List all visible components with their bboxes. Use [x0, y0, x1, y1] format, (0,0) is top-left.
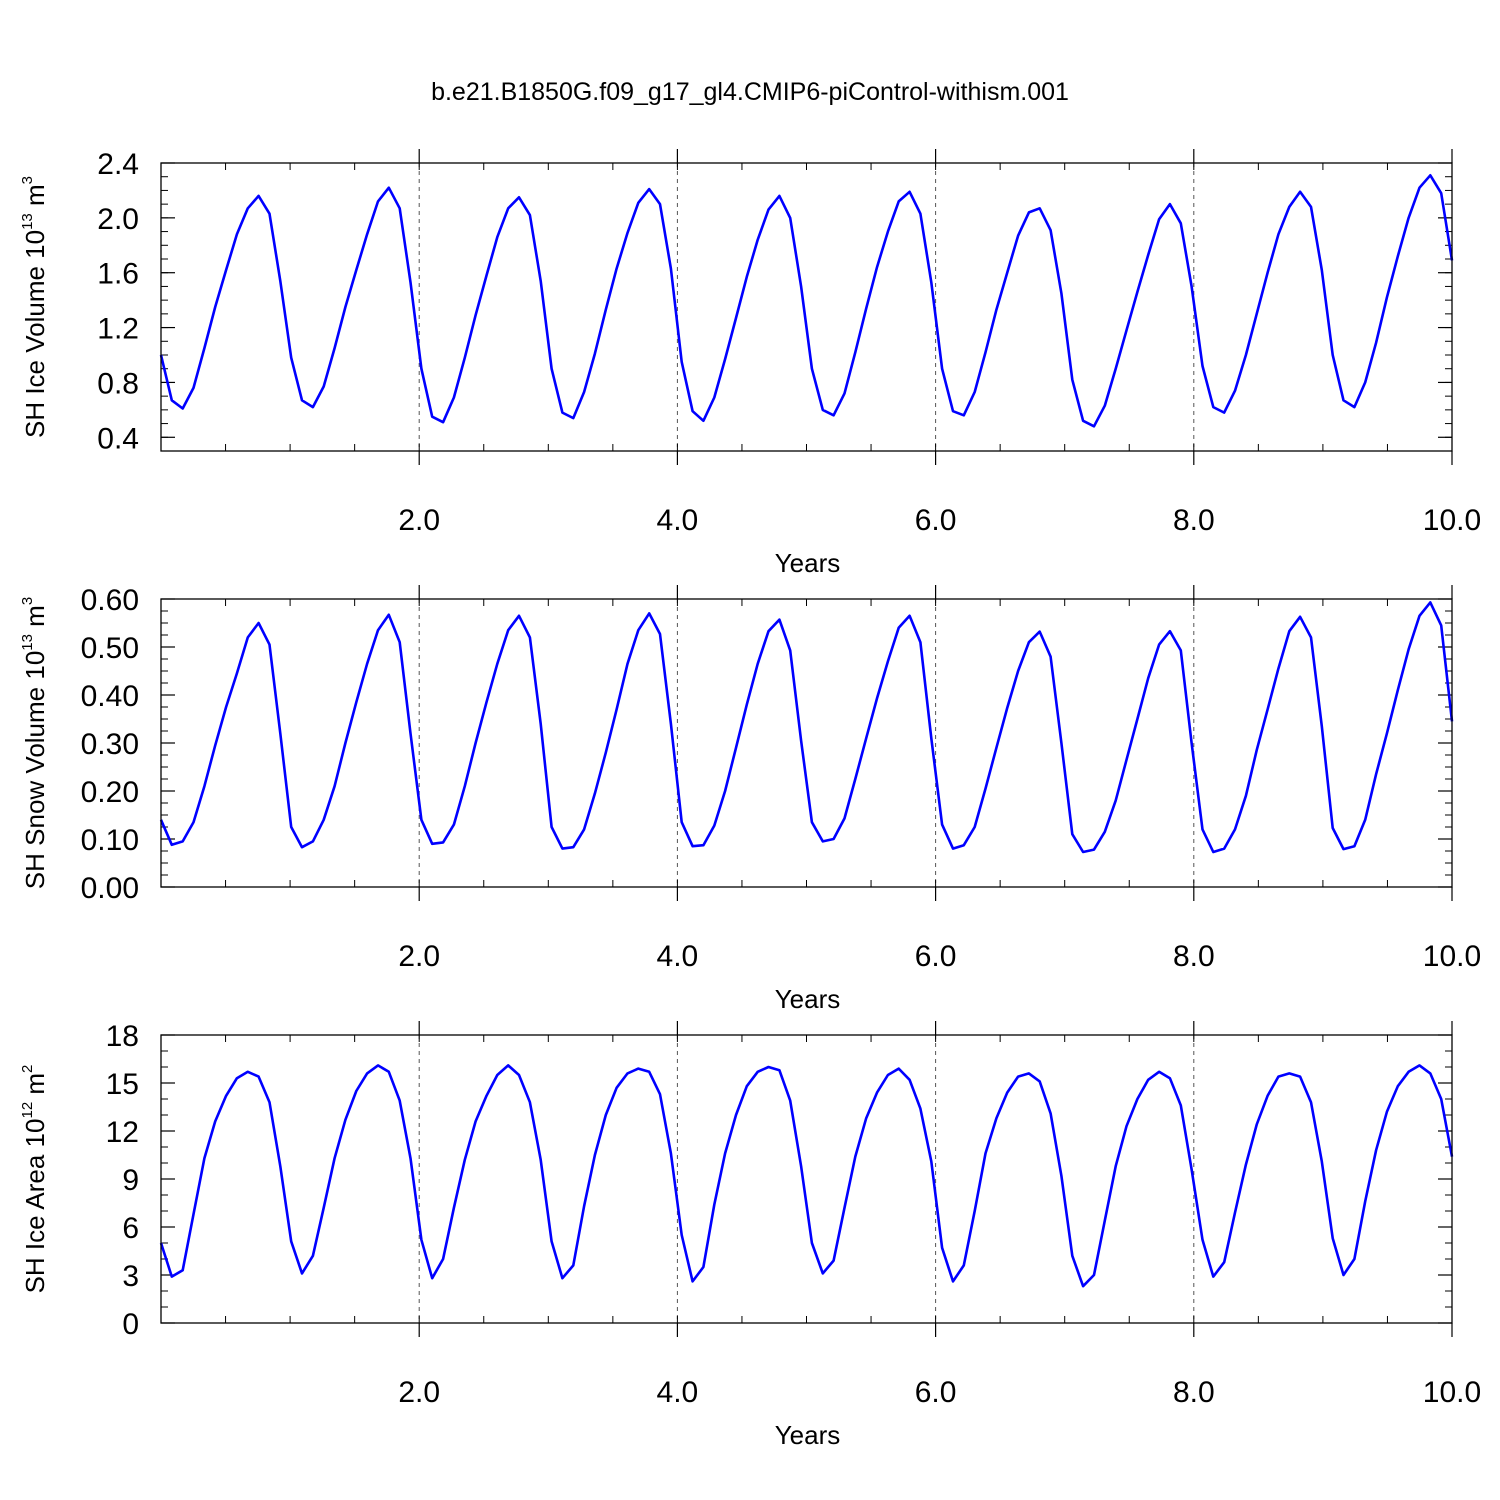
y-tick-label: 0.4 — [97, 422, 139, 455]
panel-3: 0 3 6 9 12 15 18 2.0 4.0 6.0 8.0 10.0 Years SH Ice Ar… — [19, 1020, 1481, 1450]
plot-frame — [160, 598, 1453, 888]
x-axis-label: Years — [775, 984, 841, 1014]
y-axis-label-unit: m — [20, 1073, 50, 1102]
y-tick-label: 1.6 — [97, 258, 139, 291]
x-tick-label: 8.0 — [1173, 940, 1215, 973]
series-line-1 — [159, 1064, 1454, 1288]
y-axis-label-unit-exponent: 3 — [19, 597, 36, 605]
x-tick-label: 2.0 — [398, 1376, 440, 1409]
y-tick-label: 18 — [106, 1020, 139, 1053]
x-axis-label: Years — [775, 1420, 841, 1450]
y-axis-label: SH Ice Area 1012 m2 — [19, 1065, 50, 1294]
y-tick-label: 0.60 — [81, 584, 139, 617]
series-line-1 — [159, 601, 1454, 854]
y-axis-label-unit-exponent: 2 — [19, 1065, 36, 1073]
x-tick-label: 8.0 — [1173, 504, 1215, 537]
x-tick-label: 4.0 — [657, 1376, 699, 1409]
x-tick-label: 8.0 — [1173, 1376, 1215, 1409]
y-tick-label: 0.20 — [81, 776, 139, 809]
y-axis-label-unit: m — [20, 605, 50, 634]
series-line-1 — [159, 174, 1454, 428]
y-axis-label-main: SH Ice Volume 10 — [20, 230, 50, 438]
panel-2: 0.00 0.10 0.20 0.30 0.40 0.50 0.60 2.0 4.0 6.0 8.0… — [19, 584, 1481, 1014]
y-tick-label: 0.30 — [81, 728, 139, 761]
x-tick-label: 2.0 — [398, 940, 440, 973]
y-axis-label-unit: m — [20, 184, 50, 213]
y-axis-label-unit-exponent: 3 — [19, 176, 36, 184]
y-tick-label: 15 — [106, 1068, 139, 1101]
x-tick-label: 10.0 — [1423, 504, 1481, 537]
x-tick-label: 6.0 — [915, 1376, 957, 1409]
y-tick-label: 2.0 — [97, 203, 139, 236]
y-axis-label: SH Snow Volume 1013 m3 — [19, 597, 50, 889]
plot-frame — [160, 162, 1453, 452]
plot-frame — [160, 1034, 1453, 1324]
y-axis-label-main: SH Ice Area 10 — [20, 1119, 50, 1294]
y-axis-label-main: SH Snow Volume 10 — [20, 651, 50, 889]
x-tick-label: 2.0 — [398, 504, 440, 537]
y-tick-label: 0.50 — [81, 632, 139, 665]
y-tick-label: 2.4 — [97, 148, 139, 181]
y-axis-label-exponent: 12 — [19, 1102, 36, 1119]
x-axis-label: Years — [775, 548, 841, 578]
panel-1: 0.4 0.8 1.2 1.6 2.0 2.4 2.0 4.0 6.0 8.0 10.0 Years S… — [19, 148, 1481, 578]
y-tick-label: 6 — [122, 1212, 139, 1245]
figure-title: b.e21.B1850G.f09_g17_gl4.CMIP6-piControl… — [431, 78, 1069, 106]
y-tick-label: 3 — [122, 1260, 139, 1293]
x-tick-label: 6.0 — [915, 940, 957, 973]
x-tick-label: 6.0 — [915, 504, 957, 537]
x-tick-label: 10.0 — [1423, 1376, 1481, 1409]
y-axis-label-exponent: 13 — [19, 634, 36, 651]
y-tick-label: 0.10 — [81, 824, 139, 857]
y-axis-label: SH Ice Volume 1013 m3 — [19, 176, 50, 438]
y-tick-label: 12 — [106, 1116, 139, 1149]
y-tick-label: 1.2 — [97, 313, 139, 346]
x-tick-label: 4.0 — [657, 504, 699, 537]
y-tick-label: 0 — [122, 1308, 139, 1341]
y-tick-label: 0.8 — [97, 367, 139, 400]
y-tick-label: 0.40 — [81, 680, 139, 713]
x-tick-label: 10.0 — [1423, 940, 1481, 973]
y-tick-label: 9 — [122, 1164, 139, 1197]
y-tick-label: 0.00 — [81, 872, 139, 905]
y-axis-label-exponent: 13 — [19, 213, 36, 230]
x-tick-label: 4.0 — [657, 940, 699, 973]
panels: 0.4 0.8 1.2 1.6 2.0 2.4 2.0 4.0 6.0 8.0 10.0 Years S… — [19, 148, 1481, 1450]
